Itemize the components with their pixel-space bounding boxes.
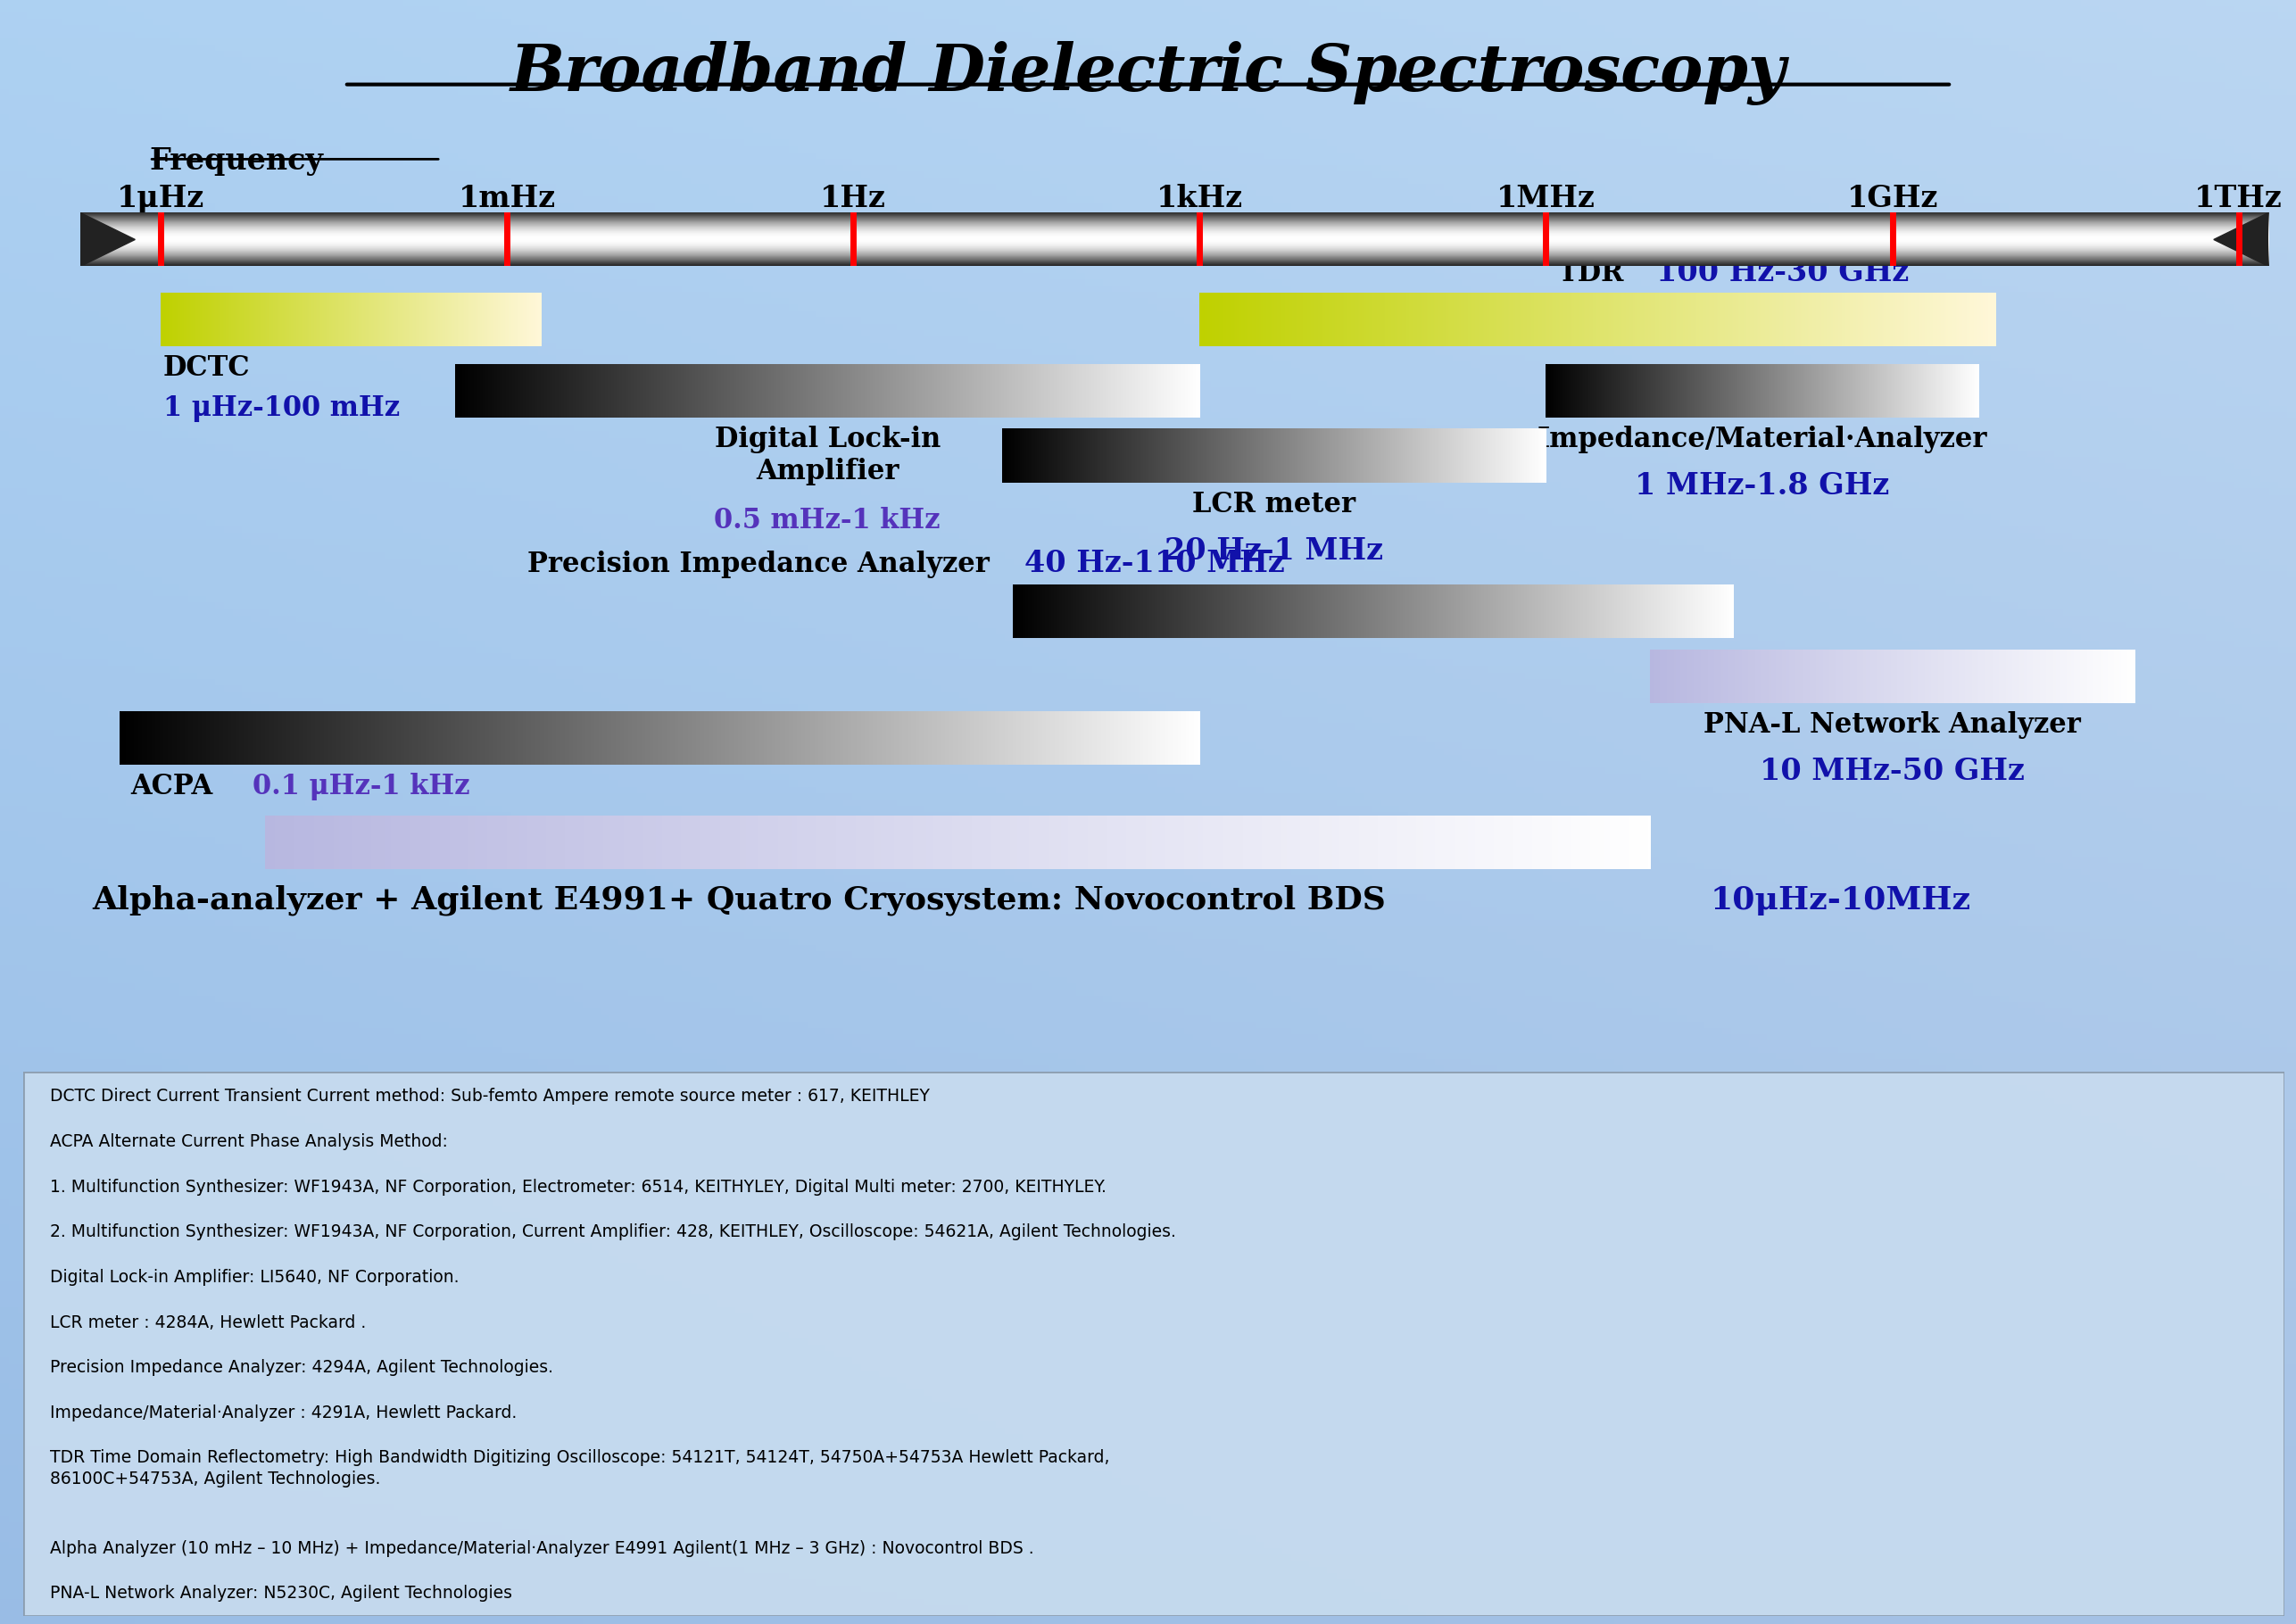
Text: Impedance/Material·Analyzer : 4291A, Hewlett Packard.: Impedance/Material·Analyzer : 4291A, Hew…: [51, 1405, 517, 1421]
Text: TDR: TDR: [1557, 260, 1623, 287]
Text: ACPA Alternate Current Phase Analysis Method:: ACPA Alternate Current Phase Analysis Me…: [51, 1134, 448, 1150]
Text: DCTC: DCTC: [163, 354, 250, 382]
Text: Digital Lock-in Amplifier: LI5640, NF Corporation.: Digital Lock-in Amplifier: LI5640, NF Co…: [51, 1268, 459, 1286]
Text: 1mHz: 1mHz: [459, 184, 556, 213]
Text: 10μHz-10MHz: 10μHz-10MHz: [1711, 885, 1972, 916]
Text: LCR meter : 4284A, Hewlett Packard .: LCR meter : 4284A, Hewlett Packard .: [51, 1314, 365, 1332]
Text: Digital Lock-in
Amplifier: Digital Lock-in Amplifier: [714, 425, 941, 486]
Text: 0.5 mHz-1 kHz: 0.5 mHz-1 kHz: [714, 507, 941, 534]
Polygon shape: [80, 213, 135, 266]
Text: Broadband Dielectric Spectroscopy: Broadband Dielectric Spectroscopy: [510, 41, 1786, 106]
Text: DCTC Direct Current Transient Current method: Sub-femto Ampere remote source met: DCTC Direct Current Transient Current me…: [51, 1088, 930, 1104]
Text: 1MHz: 1MHz: [1497, 184, 1596, 213]
Text: 1. Multifunction Synthesizer: WF1943A, NF Corporation, Electrometer: 6514, KEITH: 1. Multifunction Synthesizer: WF1943A, N…: [51, 1179, 1107, 1195]
Text: Impedance/Material·Analyzer: Impedance/Material·Analyzer: [1538, 425, 1988, 453]
Text: 1 μHz-100 mHz: 1 μHz-100 mHz: [163, 395, 400, 422]
Text: ACPA: ACPA: [131, 773, 214, 801]
Polygon shape: [2213, 213, 2268, 266]
Text: Precision Impedance Analyzer: Precision Impedance Analyzer: [528, 551, 990, 578]
Text: 20 Hz-1 MHz: 20 Hz-1 MHz: [1164, 536, 1384, 565]
Text: 10 MHz-50 GHz: 10 MHz-50 GHz: [1759, 757, 2025, 786]
Text: Precision Impedance Analyzer: 4294A, Agilent Technologies.: Precision Impedance Analyzer: 4294A, Agi…: [51, 1359, 553, 1376]
Text: 40 Hz-110 MHz: 40 Hz-110 MHz: [1024, 549, 1283, 578]
Text: PNA-L Network Analyzer: PNA-L Network Analyzer: [1704, 711, 2080, 739]
Text: PNA-L Network Analyzer: N5230C, Agilent Technologies: PNA-L Network Analyzer: N5230C, Agilent …: [51, 1585, 512, 1601]
Text: 1THz: 1THz: [2195, 184, 2282, 213]
FancyBboxPatch shape: [23, 1072, 2285, 1616]
Text: Frequency: Frequency: [149, 146, 324, 175]
Text: 2. Multifunction Synthesizer: WF1943A, NF Corporation, Current Amplifier: 428, K: 2. Multifunction Synthesizer: WF1943A, N…: [51, 1223, 1176, 1241]
Text: LCR meter: LCR meter: [1192, 490, 1357, 518]
Text: 1Hz: 1Hz: [820, 184, 886, 213]
Text: 1 MHz-1.8 GHz: 1 MHz-1.8 GHz: [1635, 471, 1890, 500]
Text: 1μHz: 1μHz: [117, 184, 204, 213]
Text: 1kHz: 1kHz: [1157, 184, 1242, 213]
Text: 0.1 μHz-1 kHz: 0.1 μHz-1 kHz: [253, 773, 471, 801]
Text: 100 Hz-30 GHz: 100 Hz-30 GHz: [1655, 258, 1908, 287]
Text: 1GHz: 1GHz: [1846, 184, 1938, 213]
Text: TDR Time Domain Reflectometry: High Bandwidth Digitizing Oscilloscope: 54121T, 5: TDR Time Domain Reflectometry: High Band…: [51, 1449, 1109, 1488]
Text: Alpha-analyzer + Agilent E4991+ Quatro Cryosystem: Novocontrol BDS: Alpha-analyzer + Agilent E4991+ Quatro C…: [92, 885, 1384, 916]
Text: Alpha Analyzer (10 mHz – 10 MHz) + Impedance/Material·Analyzer E4991 Agilent(1 M: Alpha Analyzer (10 mHz – 10 MHz) + Imped…: [51, 1540, 1033, 1557]
